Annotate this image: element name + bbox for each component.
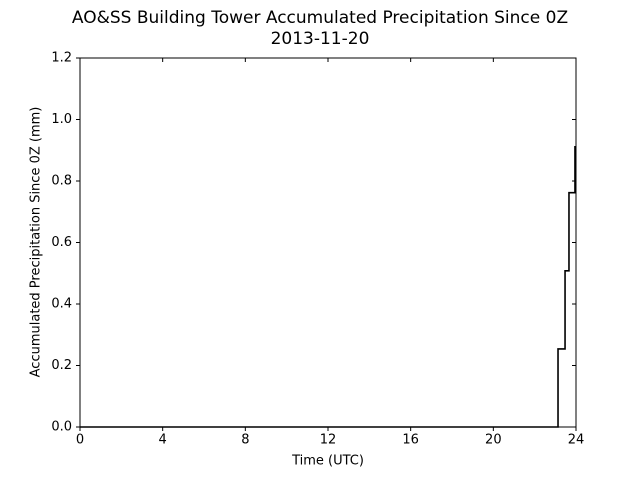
x-tick-label: 12 <box>320 433 337 448</box>
x-axis-label: Time (UTC) <box>291 454 364 469</box>
y-tick-label: 1.0 <box>51 112 72 127</box>
chart-subtitle: 2013-11-20 <box>271 29 370 49</box>
y-tick-label: 0.2 <box>51 358 72 373</box>
x-tick-label: 0 <box>76 433 84 448</box>
y-tick-label: 0.8 <box>51 174 72 189</box>
x-tick-label: 24 <box>568 433 585 448</box>
chart-title: AO&SS Building Tower Accumulated Precipi… <box>72 8 568 28</box>
x-tick-label: 8 <box>241 433 249 448</box>
y-tick-label: 0.4 <box>51 297 72 312</box>
y-tick-label: 1.2 <box>51 51 72 66</box>
x-tick-label: 16 <box>402 433 419 448</box>
y-tick-label: 0.6 <box>51 235 72 250</box>
y-axis-label: Accumulated Precipitation Since 0Z (mm) <box>29 107 44 378</box>
data-line <box>80 145 576 428</box>
x-tick-label: 20 <box>485 433 502 448</box>
x-tick-label: 4 <box>159 433 167 448</box>
y-tick-label: 0.0 <box>51 420 72 435</box>
